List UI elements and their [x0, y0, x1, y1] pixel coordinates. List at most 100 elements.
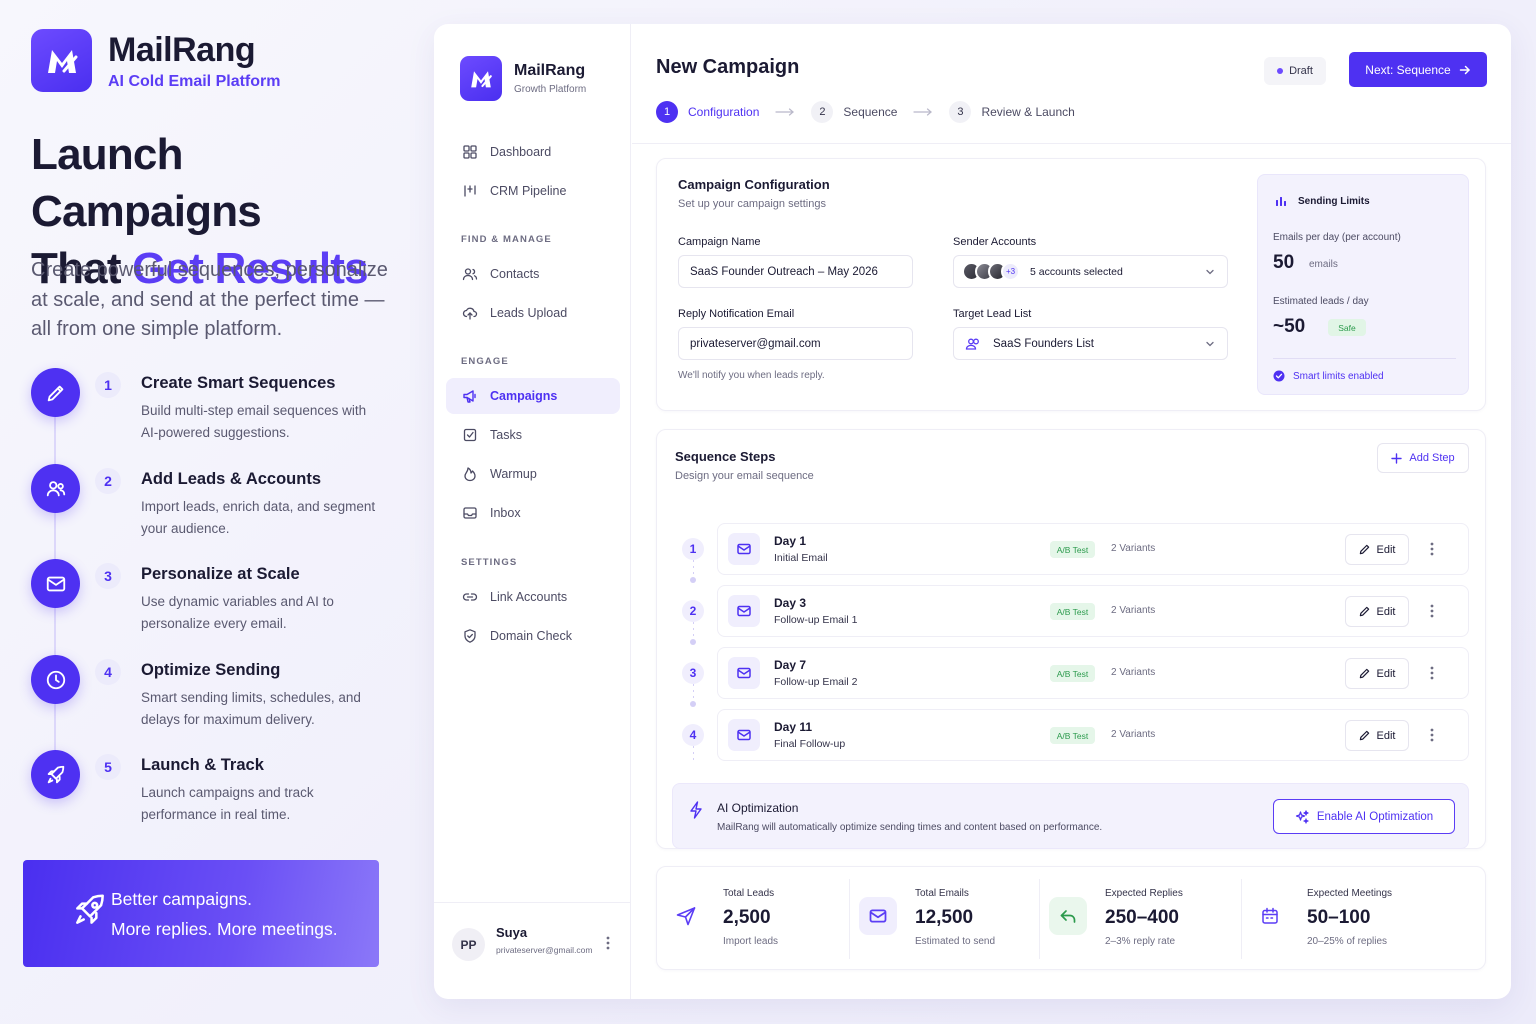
- more-vertical-icon[interactable]: [1430, 665, 1434, 681]
- timeline-dot: [690, 577, 696, 583]
- sidebar-section-settings: SETTINGS: [461, 557, 518, 568]
- campaign-configuration-card: Campaign Configuration Set up your campa…: [656, 158, 1486, 411]
- lead-list-select[interactable]: SaaS Founders List: [953, 327, 1228, 360]
- wizard-step-review-launch[interactable]: 3 Review & Launch: [949, 101, 1075, 123]
- wizard-step-sequence[interactable]: 2 Sequence: [811, 101, 897, 123]
- mail-icon: [728, 657, 760, 689]
- sidebar-item-campaigns[interactable]: Campaigns: [446, 378, 620, 414]
- sidebar-item-label: Warmup: [490, 467, 537, 481]
- sequence-card-title: Sequence Steps: [675, 449, 776, 464]
- add-step-button[interactable]: Add Step: [1377, 443, 1469, 473]
- sequence-step-day: Day 3: [774, 596, 807, 610]
- pencil-icon: [1359, 606, 1369, 617]
- app-window: MailRang Growth Platform Dashboard CRM P…: [434, 24, 1511, 999]
- feature-step-number: 1: [95, 372, 121, 398]
- sequence-step-row[interactable]: Day 1 Initial Email A/B Test 2 Variants …: [717, 523, 1469, 575]
- campaign-name-value: SaaS Founder Outreach – May 2026: [690, 265, 878, 278]
- status-badge-label: Draft: [1289, 65, 1313, 77]
- sidebar-item-leads-upload[interactable]: Leads Upload: [446, 295, 620, 331]
- timeline-dot: [690, 639, 696, 645]
- sidebar-item-label: Domain Check: [490, 629, 572, 643]
- sidebar-item-inbox[interactable]: Inbox: [446, 495, 620, 531]
- sequence-step-name: Follow-up Email 2: [774, 676, 858, 688]
- header-divider: [632, 143, 1511, 144]
- edit-step-button[interactable]: Edit: [1345, 534, 1409, 565]
- campaign-name-label: Campaign Name: [678, 236, 761, 248]
- feature-step-desc: Smart sending limits, schedules, and del…: [141, 690, 361, 727]
- sender-more-count: +3: [1001, 262, 1020, 281]
- edit-step-button[interactable]: Edit: [1345, 720, 1409, 751]
- lightning-icon: [690, 801, 702, 819]
- sidebar-item-tasks[interactable]: Tasks: [446, 417, 620, 453]
- chevron-down-icon: [1206, 341, 1214, 347]
- feature-step-number: 5: [95, 754, 121, 780]
- pencil-icon: [31, 368, 80, 417]
- campaign-name-input[interactable]: SaaS Founder Outreach – May 2026: [678, 255, 913, 288]
- promo-banner: Better campaigns. More replies. More mee…: [23, 860, 379, 967]
- mail-icon: [859, 897, 897, 935]
- lead-list-value: SaaS Founders List: [993, 337, 1095, 350]
- sequence-step-row[interactable]: Day 3 Follow-up Email 1 A/B Test 2 Varia…: [717, 585, 1469, 637]
- mailrang-logo-icon: [31, 29, 92, 92]
- feature-step-desc: Launch campaigns and track performance i…: [141, 785, 314, 822]
- enable-ai-optimization-button[interactable]: Enable AI Optimization: [1273, 799, 1455, 834]
- stat-divider: [849, 879, 850, 959]
- sequence-step-row[interactable]: Day 11 Final Follow-up A/B Test 2 Varian…: [717, 709, 1469, 761]
- sender-accounts-select[interactable]: +3 5 accounts selected: [953, 255, 1228, 288]
- emails-per-day-unit: emails: [1309, 259, 1338, 270]
- sidebar-brand-name: MailRang: [514, 62, 586, 79]
- mail-icon: [31, 559, 80, 608]
- sidebar-user[interactable]: PP Suya privateserver@gmail.com: [434, 902, 631, 999]
- chevron-down-icon: [1206, 269, 1214, 275]
- sequence-step-day: Day 11: [774, 720, 813, 734]
- grid-icon: [461, 143, 479, 161]
- edit-step-button[interactable]: Edit: [1345, 658, 1409, 689]
- more-vertical-icon[interactable]: [1430, 603, 1434, 619]
- sidebar: MailRang Growth Platform Dashboard CRM P…: [434, 24, 631, 999]
- rocket-icon: [31, 750, 80, 799]
- stat-expected-meetings: Expected Meetings 50–100 20–25% of repli…: [1241, 867, 1487, 971]
- enable-ai-optimization-label: Enable AI Optimization: [1316, 810, 1434, 823]
- mail-icon: [728, 595, 760, 627]
- sidebar-item-link-accounts[interactable]: Link Accounts: [446, 579, 620, 615]
- sidebar-item-domain-check[interactable]: Domain Check: [446, 618, 620, 654]
- feature-step: 2 Add Leads & Accounts Import leads, enr…: [31, 462, 391, 552]
- feature-step-desc: Use dynamic variables and AI to personal…: [141, 594, 334, 631]
- sidebar-brand[interactable]: MailRang Growth Platform: [460, 56, 586, 101]
- sidebar-item-contacts[interactable]: Contacts: [446, 256, 620, 292]
- more-vertical-icon[interactable]: [606, 935, 610, 951]
- next-sequence-button[interactable]: Next: Sequence: [1349, 52, 1487, 87]
- sequence-step-number: 3: [682, 662, 704, 684]
- sender-accounts-value: 5 accounts selected: [1030, 265, 1123, 278]
- next-sequence-button-label: Next: Sequence: [1365, 62, 1451, 77]
- estimated-leads-value: ~50: [1273, 316, 1306, 337]
- feature-step-title: Create Smart Sequences: [141, 374, 336, 392]
- lead-list-label: Target Lead List: [953, 308, 1032, 320]
- plus-icon: [1391, 452, 1403, 464]
- sidebar-item-warmup[interactable]: Warmup: [446, 456, 620, 492]
- ab-test-badge: A/B Test: [1050, 603, 1095, 620]
- promo-panel: MailRang AI Cold Email Platform Launch C…: [0, 0, 420, 1024]
- more-vertical-icon[interactable]: [1430, 727, 1434, 743]
- promo-brand: MailRang AI Cold Email Platform: [31, 29, 280, 92]
- pencil-icon: [1359, 730, 1369, 741]
- edit-step-label: Edit: [1376, 543, 1396, 556]
- edit-step-button[interactable]: Edit: [1345, 596, 1409, 627]
- wizard-step-label: Sequence: [843, 105, 898, 119]
- sender-avatars: +3: [962, 262, 1020, 281]
- stat-note: Import leads: [723, 936, 779, 947]
- ab-test-badge: A/B Test: [1050, 541, 1095, 558]
- reply-email-input[interactable]: privateserver@gmail.com: [678, 327, 913, 360]
- sidebar-item-crm-pipeline[interactable]: CRM Pipeline: [446, 173, 620, 209]
- stat-expected-replies: Expected Replies 250–400 2–3% reply rate: [1039, 867, 1239, 971]
- more-vertical-icon[interactable]: [1430, 541, 1434, 557]
- stat-label: Total Leads: [723, 888, 775, 899]
- sidebar-section-engage: ENGAGE: [461, 356, 509, 367]
- reply-email-hint: We'll notify you when leads reply.: [678, 370, 825, 381]
- sequence-step-row[interactable]: Day 7 Follow-up Email 2 A/B Test 2 Varia…: [717, 647, 1469, 699]
- wizard-step-configuration[interactable]: 1 Configuration: [656, 101, 759, 123]
- hero-title-plain: That: [31, 244, 133, 293]
- sidebar-item-dashboard[interactable]: Dashboard: [446, 134, 620, 170]
- sidebar-item-label: Leads Upload: [490, 306, 568, 320]
- users-icon: [31, 464, 80, 513]
